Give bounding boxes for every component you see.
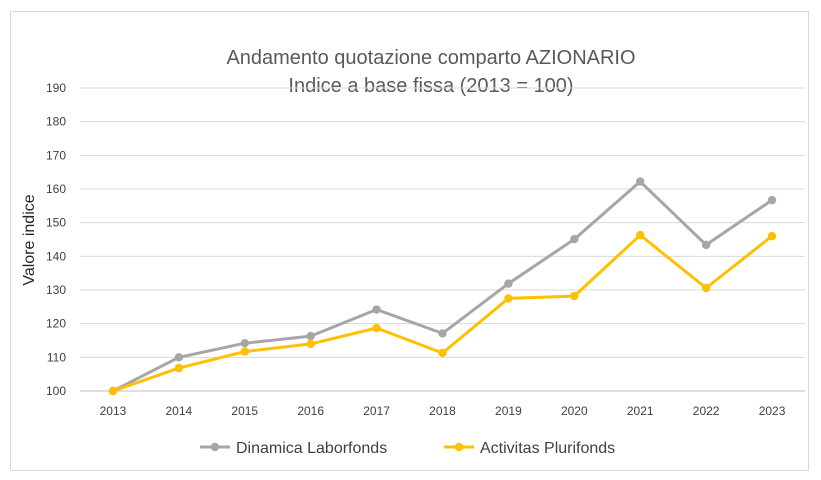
x-tick-2014: 2014	[166, 404, 193, 418]
series-lines	[108, 177, 777, 396]
y-tick-120: 120	[46, 317, 66, 331]
chart-subtitle: Indice a base fissa (2013 = 100)	[288, 75, 573, 97]
y-tick-140: 140	[46, 249, 66, 263]
point-1-2022	[701, 283, 711, 293]
y-tick-190: 190	[46, 81, 66, 95]
y-tick-110: 110	[47, 350, 66, 364]
gridlines	[80, 87, 805, 392]
x-tick-2019: 2019	[495, 404, 522, 418]
x-tick-2020: 2020	[561, 404, 588, 418]
x-tick-labels: 2013 2014 2015 2016 2017 2018 2019 2020 2021 2022…	[100, 404, 786, 418]
y-tick-labels: 100 110 120 130 140 150 160 170 180 190	[46, 81, 66, 398]
point-1-2023	[767, 231, 777, 241]
x-tick-2022: 2022	[693, 404, 720, 418]
point-1-2020	[570, 291, 579, 301]
point-1-2013	[108, 386, 118, 396]
legend-label-0: Dinamica Laborfonds	[236, 440, 387, 457]
x-tick-2023: 2023	[759, 404, 786, 418]
legend: Dinamica Laborfonds Activitas Plurifonds	[200, 440, 615, 457]
point-0-2015	[240, 338, 249, 348]
y-tick-170: 170	[46, 148, 66, 162]
point-1-2014	[174, 363, 184, 373]
x-tick-2016: 2016	[297, 404, 324, 418]
x-tick-2013: 2013	[100, 404, 127, 418]
y-tick-130: 130	[46, 283, 66, 297]
point-0-2023	[767, 195, 777, 205]
x-tick-2018: 2018	[429, 404, 456, 418]
point-1-2019	[504, 294, 513, 303]
point-0-2014	[174, 353, 184, 362]
point-0-2022	[701, 240, 711, 250]
point-0-2020	[570, 234, 579, 244]
y-axis-label: Valore indice	[21, 194, 38, 285]
point-0-2018	[438, 329, 447, 338]
point-0-2017	[372, 305, 381, 314]
point-1-2015	[240, 347, 249, 356]
series-line-1	[111, 233, 774, 393]
series-1	[108, 230, 777, 396]
point-1-2017	[372, 323, 381, 333]
legend-marker-1	[454, 442, 464, 452]
point-0-2016	[306, 331, 315, 341]
y-tick-160: 160	[46, 182, 66, 196]
point-1-2021	[636, 230, 645, 240]
series-0	[108, 177, 777, 396]
legend-label-1: Activitas Plurifonds	[480, 440, 615, 457]
point-1-2016	[306, 339, 315, 349]
point-0-2019	[504, 279, 513, 288]
point-0-2021	[636, 177, 645, 186]
y-tick-150: 150	[46, 216, 66, 230]
legend-marker-0	[210, 442, 220, 452]
point-1-2018	[438, 348, 447, 358]
x-tick-2017: 2017	[363, 404, 390, 418]
chart-title: Andamento quotazione comparto AZIONARIO	[226, 47, 635, 69]
y-tick-100: 100	[46, 384, 66, 398]
y-tick-180: 180	[46, 115, 66, 129]
x-tick-2015: 2015	[231, 404, 258, 418]
x-tick-2021: 2021	[627, 404, 654, 418]
